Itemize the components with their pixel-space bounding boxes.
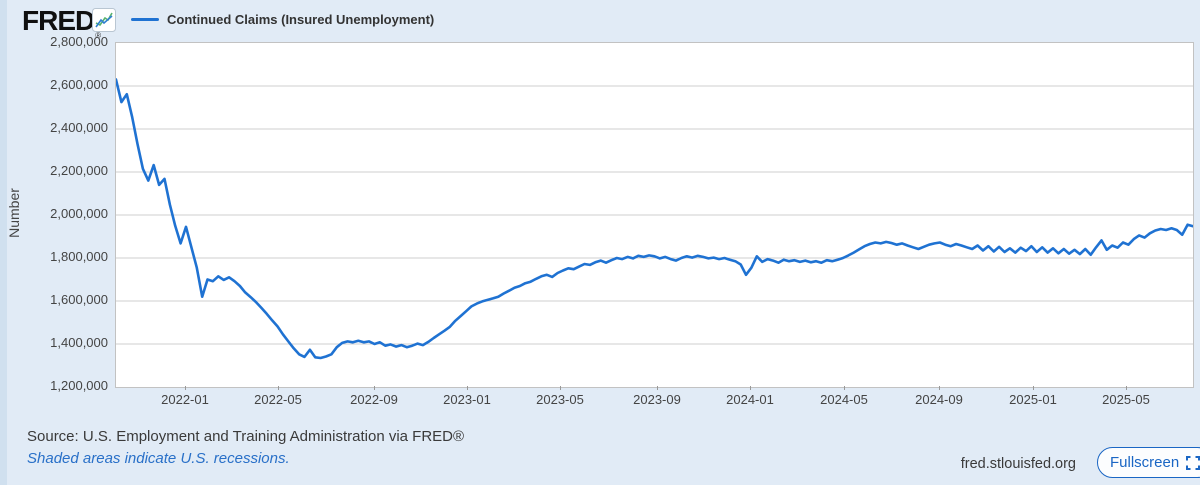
- left-edge-strip: [0, 0, 7, 485]
- x-tick-mark: [939, 386, 940, 390]
- x-tick-label: 2022-05: [254, 392, 302, 407]
- x-tick-label: 2024-01: [726, 392, 774, 407]
- fred-site-link[interactable]: fred.stlouisfed.org: [960, 456, 1076, 472]
- x-tick-mark: [185, 386, 186, 390]
- x-tick-label: 2023-09: [633, 392, 681, 407]
- x-tick-mark: [560, 386, 561, 390]
- legend-line-swatch: [131, 18, 159, 21]
- recession-note-link[interactable]: Shaded areas indicate U.S. recessions.: [27, 450, 290, 467]
- x-tick-label: 2025-05: [1102, 392, 1150, 407]
- x-tick-label: 2022-09: [350, 392, 398, 407]
- fred-logo[interactable]: FRED®: [22, 5, 101, 40]
- y-tick-label: 1,800,000: [50, 249, 108, 264]
- x-tick-label: 2025-01: [1009, 392, 1057, 407]
- x-tick-mark: [657, 386, 658, 390]
- x-tick-mark: [467, 386, 468, 390]
- y-tick-label: 1,400,000: [50, 335, 108, 350]
- fullscreen-label: Fullscreen: [1110, 454, 1180, 471]
- y-tick-label: 1,600,000: [50, 292, 108, 307]
- x-tick-mark: [374, 386, 375, 390]
- x-tick-label: 2022-01: [161, 392, 209, 407]
- y-tick-label: 2,800,000: [50, 34, 108, 49]
- x-tick-mark: [1126, 386, 1127, 390]
- x-tick-label: 2024-09: [915, 392, 963, 407]
- y-tick-label: 1,200,000: [50, 378, 108, 393]
- y-tick-label: 2,200,000: [50, 163, 108, 178]
- fullscreen-expand-icon: [1186, 455, 1200, 470]
- fred-logo-text: FRED: [22, 5, 95, 36]
- legend-item[interactable]: Continued Claims (Insured Unemployment): [131, 12, 434, 27]
- x-tick-mark: [1033, 386, 1034, 390]
- fullscreen-button[interactable]: Fullscreen: [1097, 447, 1200, 478]
- x-tick-label: 2023-01: [443, 392, 491, 407]
- fred-sparkline-icon: [92, 8, 116, 32]
- y-tick-label: 2,600,000: [50, 77, 108, 92]
- chart-plot-area[interactable]: [115, 42, 1194, 388]
- x-tick-mark: [844, 386, 845, 390]
- x-tick-mark: [278, 386, 279, 390]
- x-tick-label: 2023-05: [536, 392, 584, 407]
- source-text: Source: U.S. Employment and Training Adm…: [27, 428, 465, 445]
- x-tick-label: 2024-05: [820, 392, 868, 407]
- line-chart: [116, 78, 1193, 360]
- registered-mark: ®: [95, 31, 101, 40]
- y-tick-label: 2,000,000: [50, 206, 108, 221]
- data-series-line: [116, 78, 1193, 360]
- y-tick-label: 2,400,000: [50, 120, 108, 135]
- x-tick-mark: [750, 386, 751, 390]
- legend-label: Continued Claims (Insured Unemployment): [167, 12, 435, 27]
